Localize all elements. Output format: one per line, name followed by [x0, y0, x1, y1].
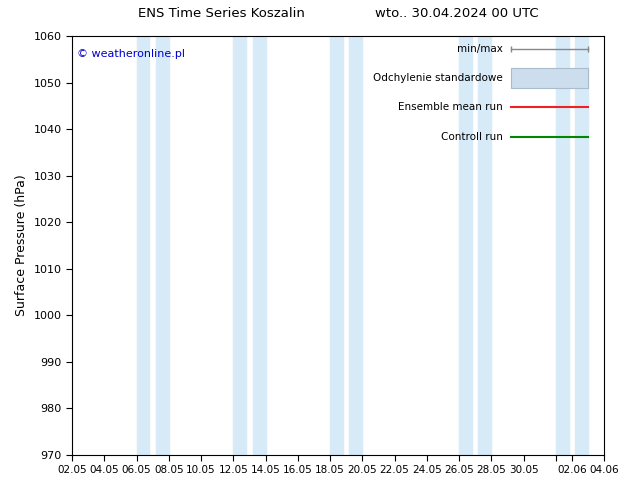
Bar [136, 36, 150, 455]
Text: ENS Time Series Koszalin: ENS Time Series Koszalin [138, 7, 306, 21]
Bar [349, 36, 362, 455]
Text: Odchylenie standardowe: Odchylenie standardowe [373, 73, 503, 83]
Bar [233, 36, 246, 455]
Bar [156, 36, 169, 455]
Bar [511, 68, 588, 89]
Bar [459, 36, 472, 455]
Text: Controll run: Controll run [441, 132, 503, 142]
Bar [253, 36, 266, 455]
Bar [479, 36, 491, 455]
Bar [556, 36, 569, 455]
Bar [575, 36, 588, 455]
Bar [330, 36, 343, 455]
Text: min/max: min/max [457, 44, 503, 54]
Text: © weatheronline.pl: © weatheronline.pl [77, 49, 185, 59]
Text: Ensemble mean run: Ensemble mean run [398, 102, 503, 112]
Y-axis label: Surface Pressure (hPa): Surface Pressure (hPa) [15, 174, 28, 316]
Text: wto.. 30.04.2024 00 UTC: wto.. 30.04.2024 00 UTC [375, 7, 538, 21]
